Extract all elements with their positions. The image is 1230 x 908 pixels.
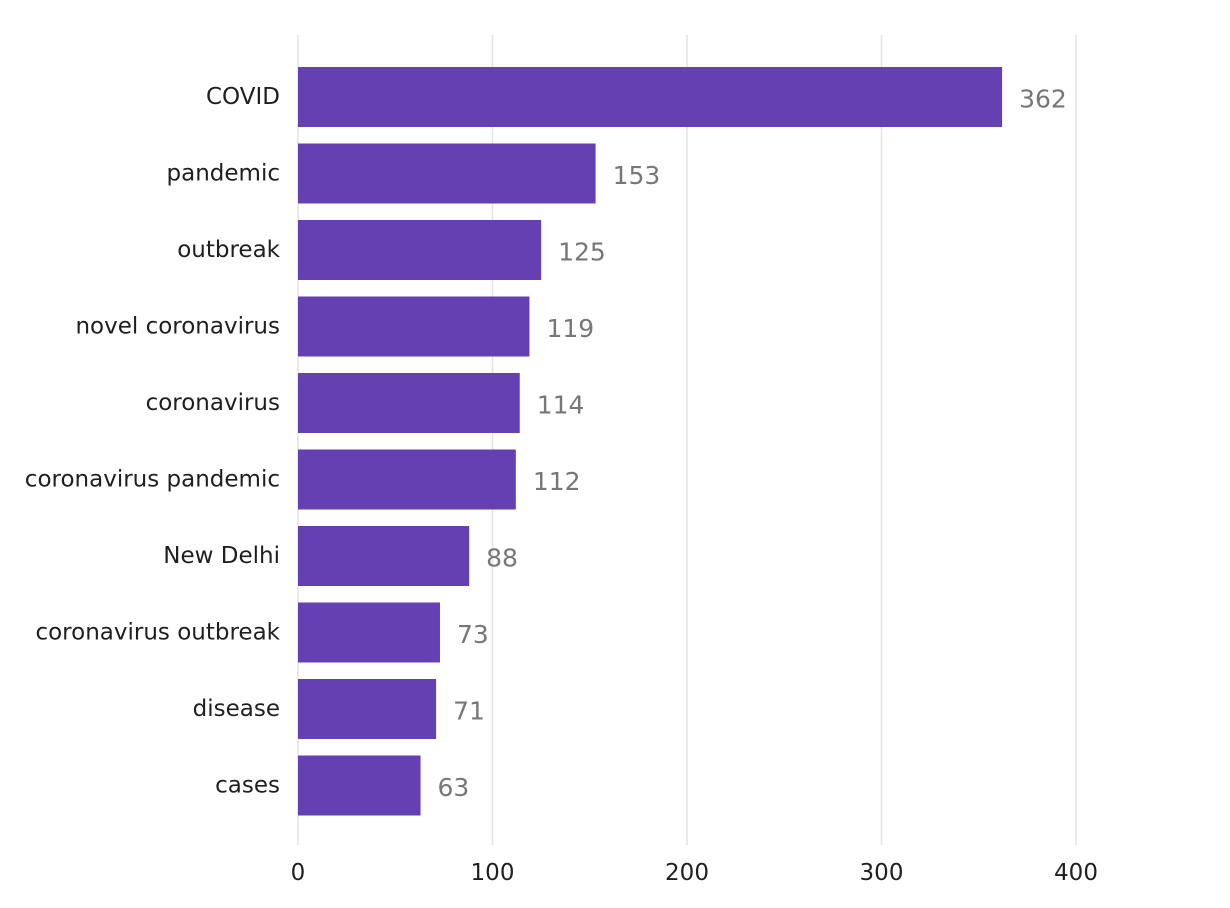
category-label: disease bbox=[193, 696, 280, 722]
value-label: 63 bbox=[438, 773, 470, 802]
bars bbox=[298, 67, 1003, 816]
category-label: COVID bbox=[206, 84, 280, 110]
value-label: 153 bbox=[613, 161, 661, 190]
bar bbox=[298, 220, 542, 280]
value-label: 71 bbox=[453, 697, 485, 726]
value-label: 112 bbox=[533, 467, 581, 496]
x-tick-label: 300 bbox=[860, 860, 904, 886]
value-label: 362 bbox=[1019, 85, 1067, 114]
bar bbox=[298, 526, 470, 586]
category-labels: COVID pandemic outbreak novel coronavirus co… bbox=[25, 84, 281, 799]
bar bbox=[298, 755, 421, 816]
value-label: 125 bbox=[558, 238, 606, 267]
value-label: 114 bbox=[537, 391, 585, 420]
category-label: pandemic bbox=[167, 161, 280, 187]
x-axis-tick-labels: 0 100 200 300 400 bbox=[291, 860, 1098, 886]
bar bbox=[298, 296, 530, 357]
bar bbox=[298, 143, 596, 204]
bar bbox=[298, 449, 516, 510]
x-tick-label: 400 bbox=[1054, 860, 1098, 886]
category-label: coronavirus pandemic bbox=[25, 467, 280, 493]
category-label: New Delhi bbox=[163, 543, 280, 569]
x-tick-label: 0 bbox=[291, 860, 306, 886]
bar bbox=[298, 679, 437, 739]
x-tick-label: 100 bbox=[471, 860, 515, 886]
bar bbox=[298, 373, 520, 433]
category-label: outbreak bbox=[177, 237, 280, 263]
value-label: 88 bbox=[486, 544, 518, 573]
x-tick-label: 200 bbox=[665, 860, 709, 886]
category-label: coronavirus outbreak bbox=[35, 620, 280, 646]
category-label: coronavirus bbox=[146, 390, 280, 416]
bar bbox=[298, 602, 440, 663]
bar bbox=[298, 67, 1003, 127]
category-label: novel coronavirus bbox=[75, 314, 280, 340]
category-label: cases bbox=[215, 773, 280, 799]
value-label: 73 bbox=[457, 620, 489, 649]
value-label: 119 bbox=[546, 314, 594, 343]
value-labels: 362 153 125 119 114 112 88 73 71 63 bbox=[438, 85, 1067, 803]
